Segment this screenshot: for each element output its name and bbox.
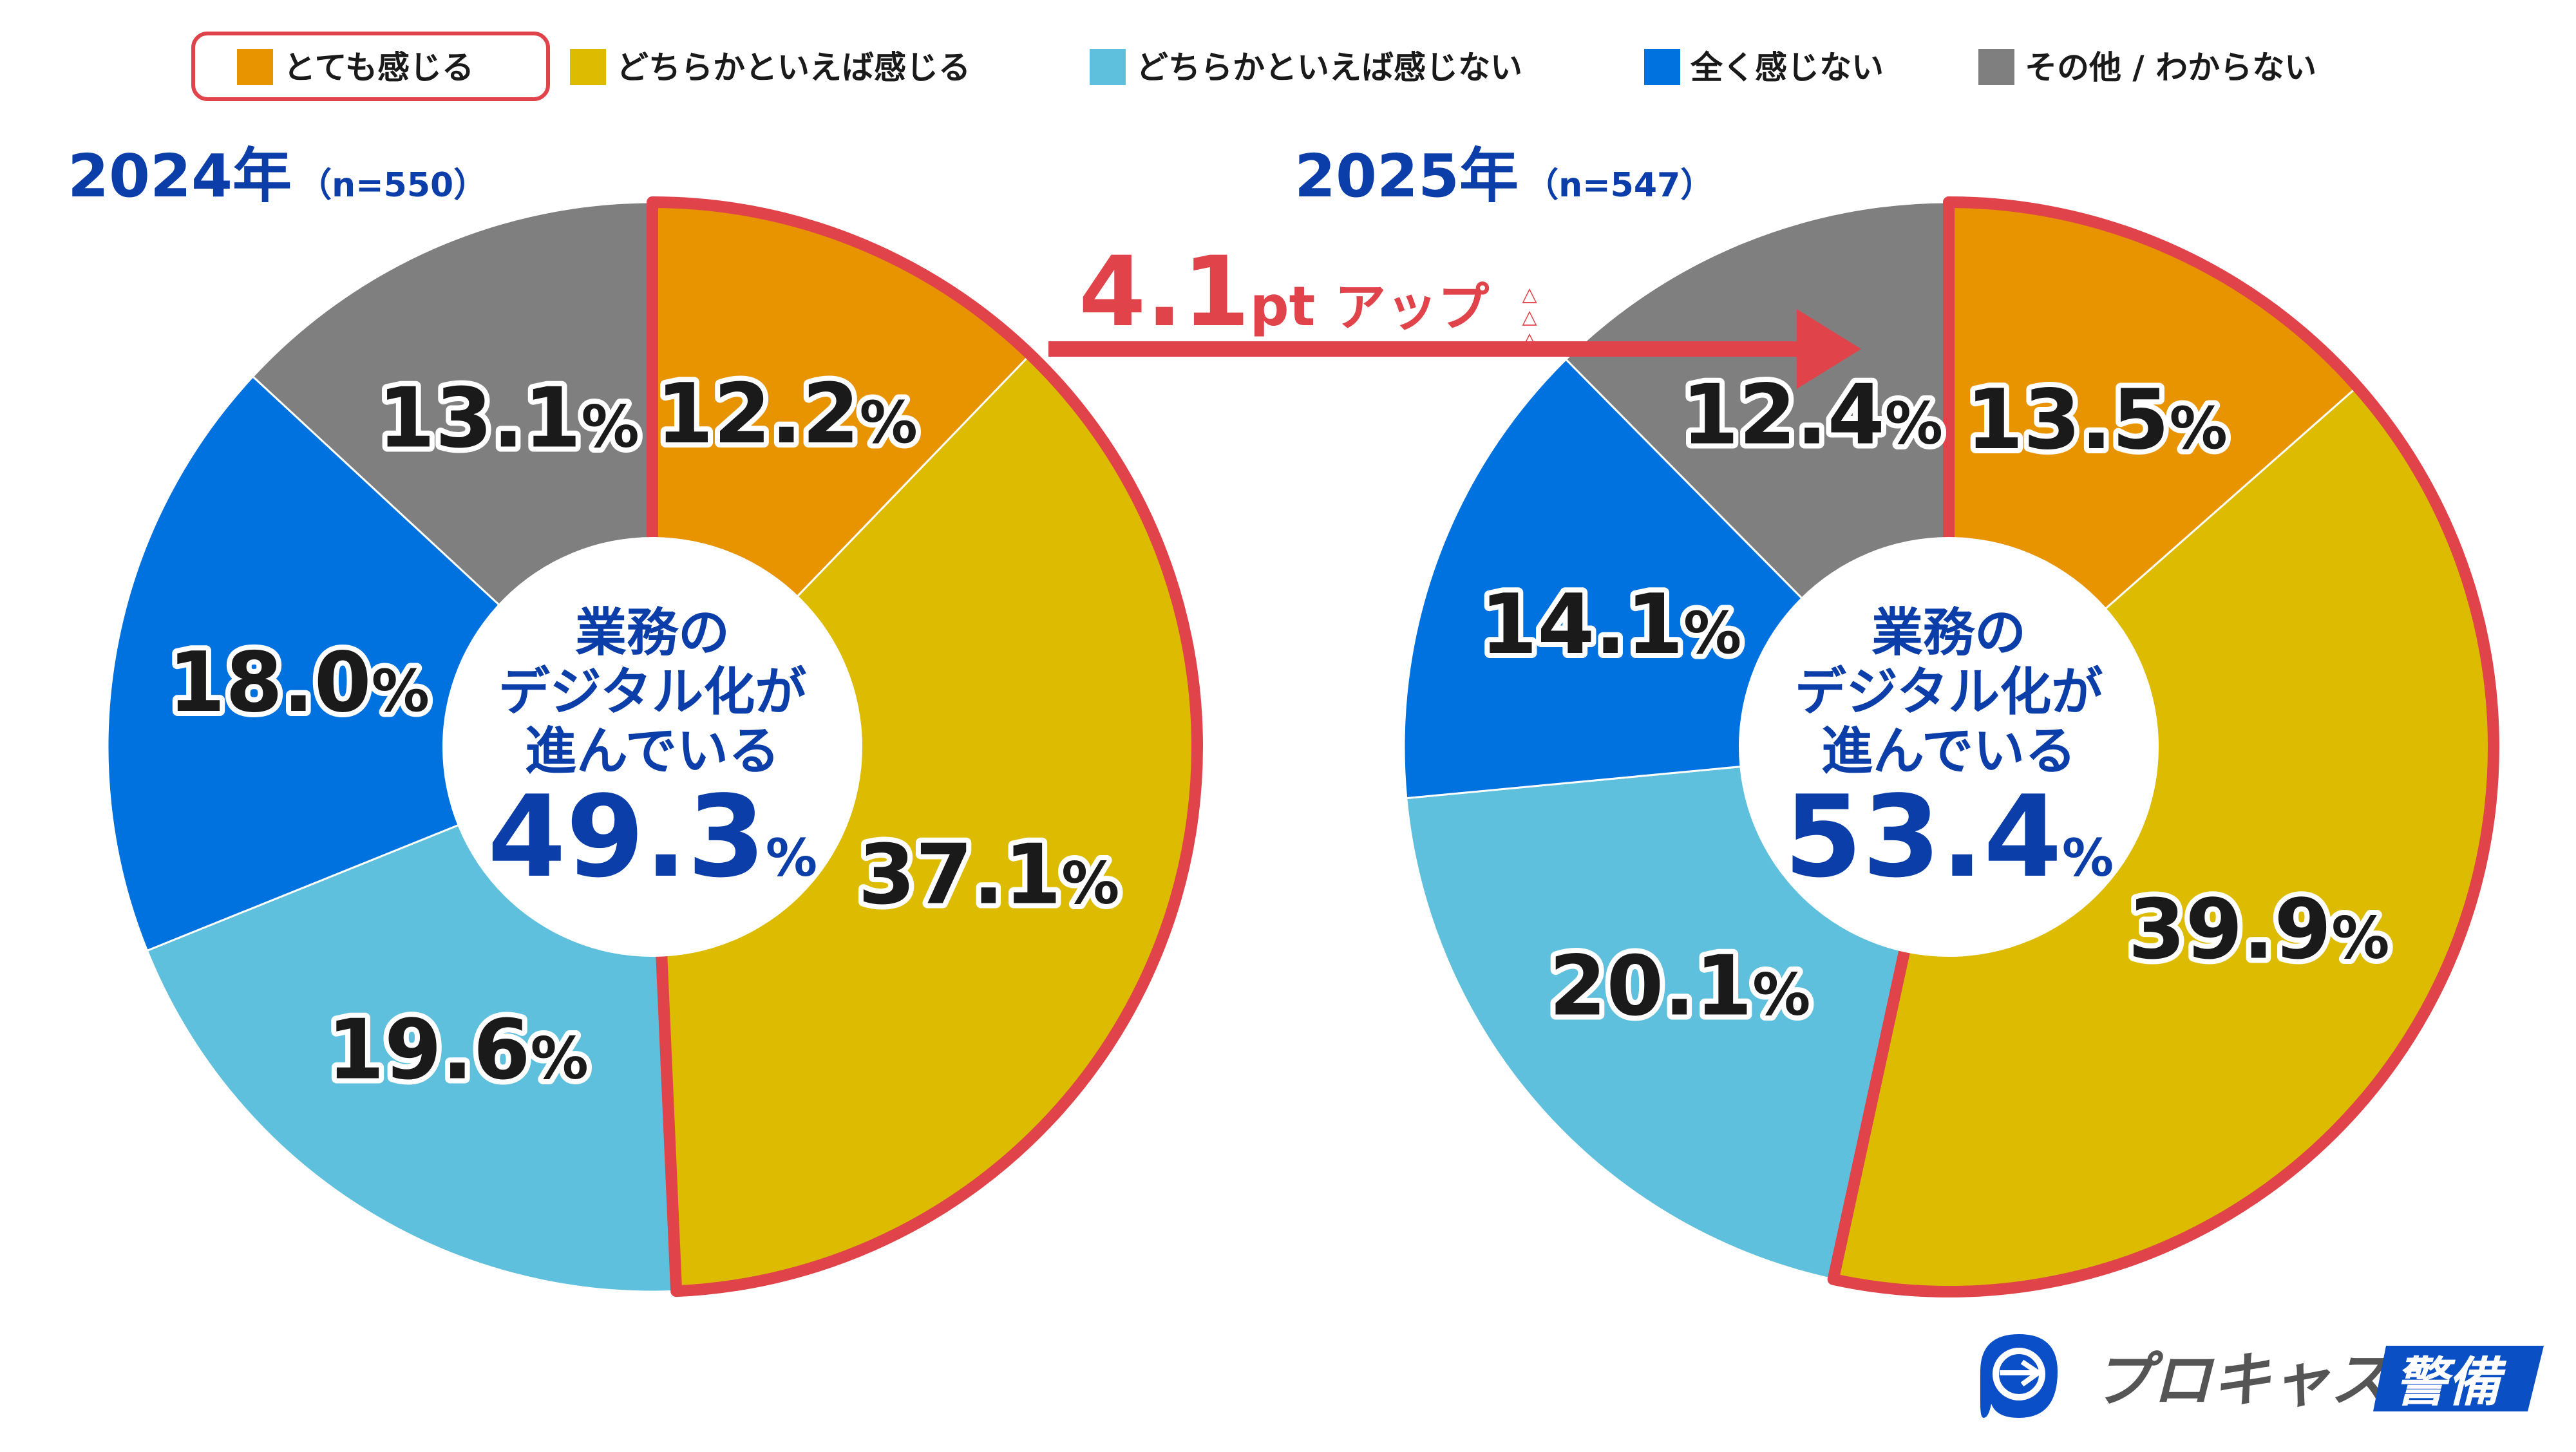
slice-label: 19.6%	[327, 1003, 589, 1098]
pie-slice	[106, 375, 654, 952]
increase-annotation: 4.1pt アップ △△△	[1048, 236, 1861, 389]
legend-item: 全く感じない	[1644, 49, 1884, 86]
logo-badge-text: 警備	[2394, 1352, 2507, 1413]
legend-swatch	[1978, 49, 2014, 85]
logo-badge	[2373, 1346, 2544, 1411]
pie-1: 13.5% 39.9% 20.1% 14.1% 12.4% 業務のデジタル化が進んでいる5…	[1403, 196, 2499, 1297]
slice-label: 14.1%	[1480, 577, 1741, 673]
highlight-outline	[1827, 196, 2499, 1297]
legend-swatch	[570, 49, 606, 85]
legend-label: その他 / わからない	[2025, 49, 2316, 86]
legend-label: どちらかといえば感じる	[616, 49, 971, 86]
slice-label: 39.9%	[2128, 882, 2389, 978]
legend-swatch	[237, 49, 273, 85]
slice-label: 12.2%	[656, 366, 918, 462]
legend-item: どちらかといえば感じる	[570, 49, 971, 86]
logo-text: プロキャス	[2093, 1346, 2389, 1415]
center-caption: 進んでいる	[1821, 721, 2076, 781]
slice-label: 12.4%	[1681, 367, 1943, 463]
slice-label: 18.0%	[168, 635, 430, 731]
legend-item: とても感じる	[237, 49, 474, 86]
increase-value: 4.1pt アップ	[1079, 236, 1489, 348]
center-caption: デジタル化が	[1795, 662, 2103, 722]
arrow-shaft	[1048, 341, 1802, 357]
slice-label: 20.1%	[1549, 939, 1810, 1035]
center-circle	[1739, 537, 2159, 957]
center-caption: 業務の	[1871, 603, 2026, 663]
legend-label: とても感じる	[283, 49, 474, 86]
legend-item: その他 / わからない	[1978, 49, 2316, 86]
center-value: 49.3%	[488, 772, 817, 903]
legend-label: 全く感じない	[1690, 49, 1884, 86]
brand-logo: プロキャス 警備	[1980, 1334, 2544, 1418]
slice-label: 13.1%	[378, 370, 639, 466]
center-circle	[442, 537, 862, 957]
legend-highlight-frame	[191, 32, 550, 101]
logo-mark-icon	[1980, 1334, 2058, 1418]
chart-title-2025: 2025年 （n=547）	[1294, 142, 1714, 211]
center-caption: デジタル化が	[498, 662, 806, 722]
highlight-outline	[647, 196, 1203, 1297]
center-caption: 業務の	[575, 603, 730, 663]
legend-label: どちらかといえば感じない	[1136, 49, 1522, 86]
legend-item: どちらかといえば感じない	[1090, 49, 1522, 86]
legend: とても感じる どちらかといえば感じる どちらかといえば感じない 全く感じない そ…	[191, 32, 2316, 101]
center-value: 53.4%	[1784, 772, 2114, 903]
legend-swatch	[1644, 49, 1680, 85]
slice-label: 13.5%	[1966, 372, 2228, 468]
slice-label: 37.1%	[858, 827, 1119, 923]
center-caption: 進んでいる	[525, 721, 780, 781]
chart-title-2024: 2024年 （n=550）	[68, 142, 487, 211]
pie-0: 12.2% 37.1% 19.6% 18.0% 13.1% 業務のデジタル化が進んでいる4…	[106, 196, 1203, 1297]
arrow-head	[1797, 309, 1861, 389]
legend-swatch	[1090, 49, 1126, 85]
increase-marks: △△△	[1519, 283, 1541, 351]
